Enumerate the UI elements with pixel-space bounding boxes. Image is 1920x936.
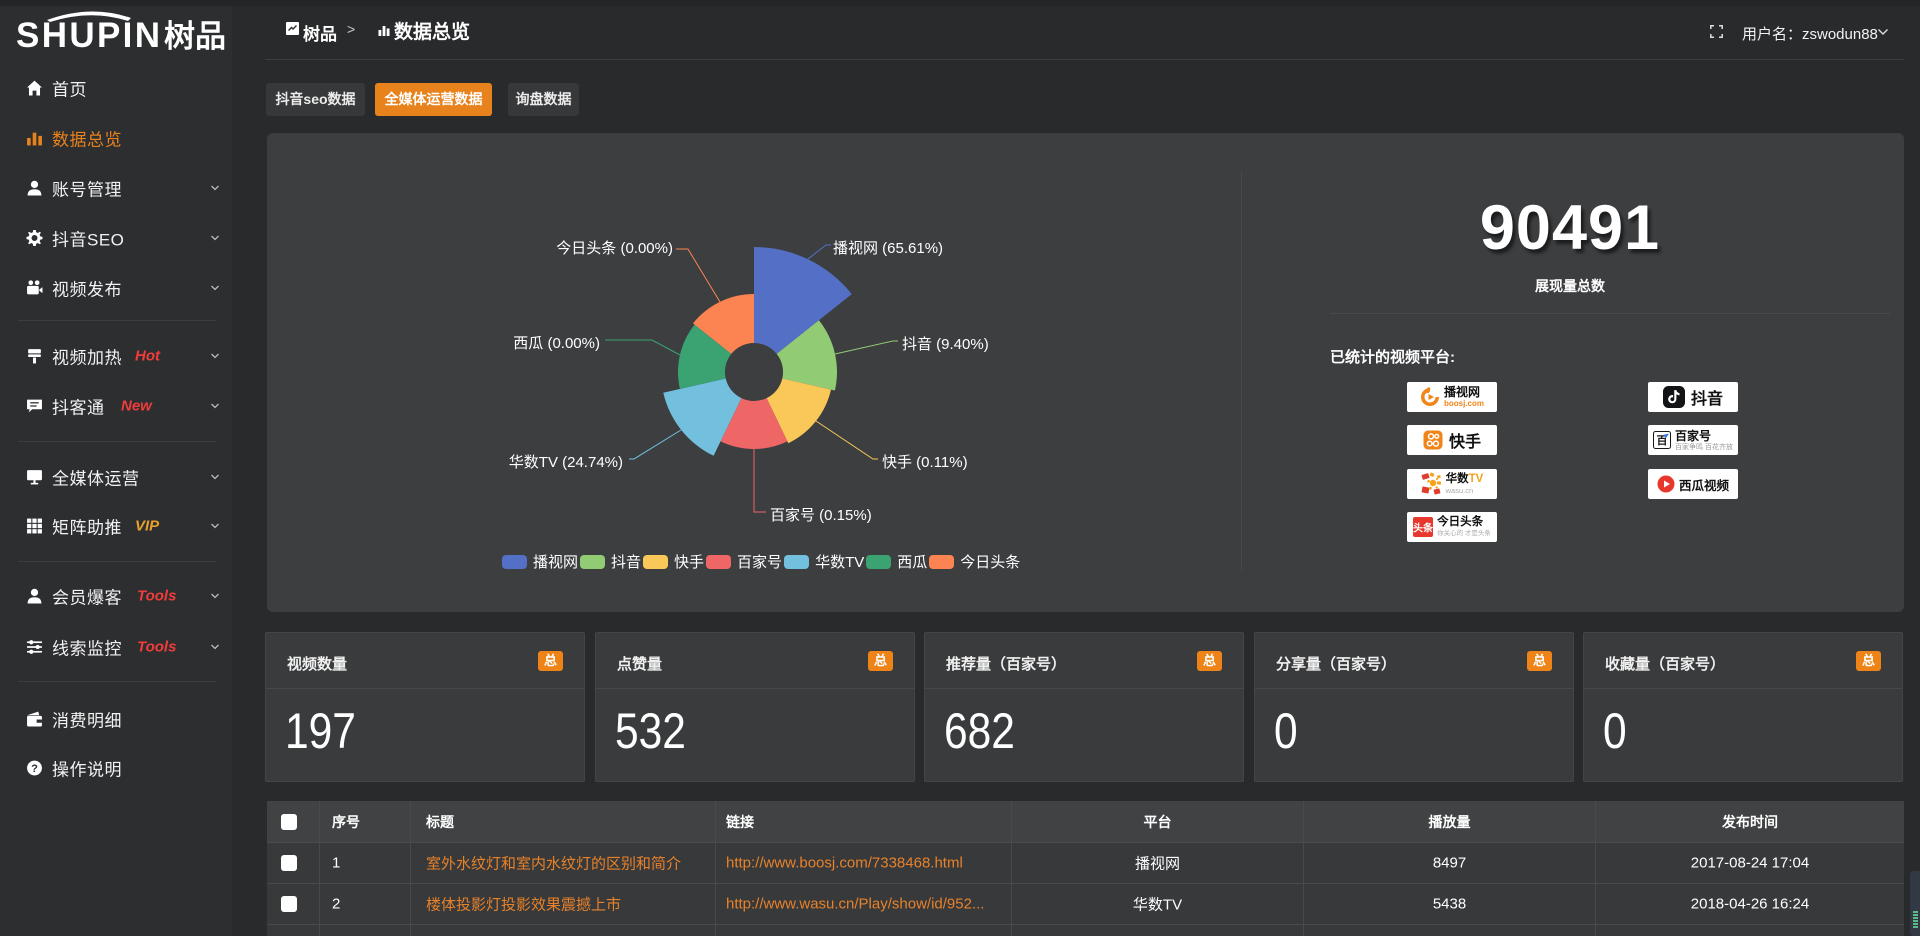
svg-text:百: 百: [1657, 434, 1668, 447]
svg-text:树品: 树品: [164, 19, 226, 52]
svg-text:SHUPIN: SHUPIN: [16, 16, 160, 52]
svg-text:?: ?: [31, 763, 38, 775]
svg-text:头条: 头条: [1413, 522, 1433, 535]
